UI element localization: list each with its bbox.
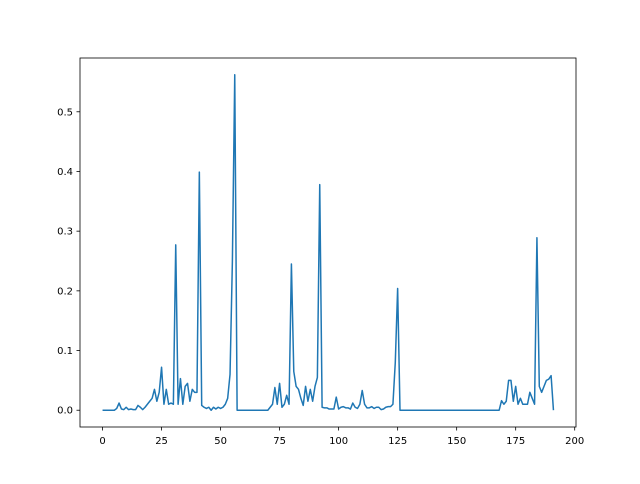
y-tick-label: 0.0 xyxy=(57,406,73,417)
x-tick-label: 175 xyxy=(506,436,525,447)
data-line xyxy=(102,74,555,411)
x-tick-label: 125 xyxy=(388,436,407,447)
y-tick-label: 0.1 xyxy=(57,346,73,357)
plot-area xyxy=(80,58,576,427)
x-tick-label: 0 xyxy=(99,436,105,447)
x-tick-label: 25 xyxy=(155,436,168,447)
y-tick-label: 0.3 xyxy=(57,227,73,238)
y-tick-label: 0.2 xyxy=(57,286,73,297)
x-tick-label: 150 xyxy=(447,436,466,447)
x-tick-label: 75 xyxy=(273,436,286,447)
y-tick-label: 0.5 xyxy=(57,107,73,118)
x-tick-label: 100 xyxy=(329,436,348,447)
axes-frame xyxy=(79,57,577,428)
x-tick-label: 50 xyxy=(214,436,227,447)
y-tick-label: 0.4 xyxy=(57,167,73,178)
x-tick-label: 200 xyxy=(565,436,584,447)
